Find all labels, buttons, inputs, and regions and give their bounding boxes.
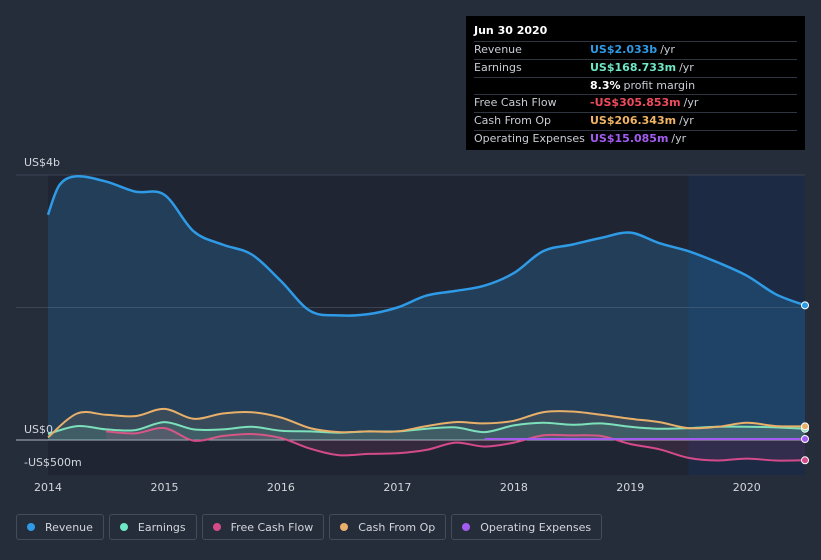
tooltip-row-label: Earnings (474, 60, 522, 74)
tooltip-row-unit: /yr (660, 43, 675, 56)
legend-item-operating-expenses[interactable]: Operating Expenses (451, 514, 603, 540)
tooltip-row-unit: /yr (683, 96, 699, 110)
legend-dot-icon (340, 523, 349, 531)
legend-label: Free Cash Flow (230, 520, 314, 534)
legend-dot-icon (212, 523, 221, 531)
legend: Revenue Earnings Free Cash Flow Cash From O… (16, 514, 607, 540)
revenue-area (48, 176, 805, 440)
tooltip-row-label: Free Cash Flow (474, 96, 557, 110)
earnings-line (47, 421, 806, 435)
tooltip-row: Revenue US$2.033b/yr (474, 41, 797, 59)
legend-item-cash-from-op[interactable]: Cash From Op (329, 514, 447, 540)
legend-dot-icon (462, 523, 471, 531)
cash-from-op-line (47, 407, 806, 439)
x-tick-label: 2016 (267, 481, 295, 494)
tooltip-row-label: Cash From Op (474, 114, 552, 128)
x-tick-label: 2020 (733, 481, 761, 494)
x-tick-label: 2015 (150, 481, 178, 494)
tooltip-row: Earnings US$168.733m/yr (474, 58, 797, 77)
tooltip-row: 8.3% profit margin (474, 76, 797, 95)
legend-label: Revenue (45, 520, 93, 534)
legend-dot-icon (27, 523, 35, 531)
x-tick-label: 2019 (616, 481, 644, 494)
legend-item-revenue[interactable]: Revenue (16, 514, 104, 540)
legend-label: Cash From Op (358, 520, 436, 534)
legend-item-free-cash-flow[interactable]: Free Cash Flow (201, 514, 325, 540)
tooltip-row-unit: /yr (679, 60, 694, 74)
cash-from-op-area (48, 408, 805, 440)
legend-label: Operating Expenses (480, 520, 592, 534)
x-tick-label: 2018 (500, 481, 528, 494)
operating-expenses-end-point (801, 435, 809, 444)
recent-period-shade (688, 175, 805, 475)
free-cash-flow-end-point (801, 456, 809, 465)
tooltip-row: Free Cash Flow -US$305.853m/yr (474, 94, 797, 112)
tooltip-row-value: US$206.343m (590, 114, 677, 128)
y-axis-label-zero: US$0 (24, 423, 53, 436)
free-cash-flow-line (106, 426, 806, 462)
tooltip-row: Cash From Op US$206.343m/yr (474, 112, 797, 130)
free-cash-flow-area (106, 427, 805, 461)
tooltip-row: Operating Expenses US$15.085m/yr (474, 129, 797, 148)
tooltip-row-value: US$168.733m (590, 60, 677, 74)
revenue-line (46, 175, 806, 317)
legend-dot-icon (119, 523, 128, 531)
tooltip-row-value: US$2.033b (590, 43, 658, 56)
legend-label: Earnings (137, 520, 186, 534)
y-axis-label-top: US$4b (24, 156, 60, 169)
y-axis-label-negative: -US$500m (24, 456, 82, 469)
revenue-end-point (801, 301, 809, 310)
x-tick-label: 2017 (383, 481, 411, 494)
tooltip-row-unit: /yr (671, 131, 687, 145)
tooltip-panel: Jun 30 2020 Revenue US$2.033b/yr Earnings U… (466, 16, 805, 150)
tooltip-row-label: Revenue (474, 43, 522, 56)
tooltip-row-value: -US$305.853m (590, 96, 681, 110)
plot-background (48, 175, 805, 475)
cash-from-op-end-point (801, 422, 809, 431)
tooltip-row-label (474, 78, 590, 95)
tooltip-row-unit: profit margin (623, 78, 696, 92)
tooltip-row-label: Operating Expenses (474, 131, 585, 145)
legend-item-earnings[interactable]: Earnings (108, 514, 197, 540)
tooltip-date: Jun 30 2020 (474, 24, 548, 37)
tooltip-row-value: US$15.085m (590, 131, 669, 145)
tooltip-row-value: 8.3% (590, 78, 621, 92)
x-tick-label: 2014 (34, 481, 62, 494)
tooltip-row-unit: /yr (679, 114, 694, 128)
